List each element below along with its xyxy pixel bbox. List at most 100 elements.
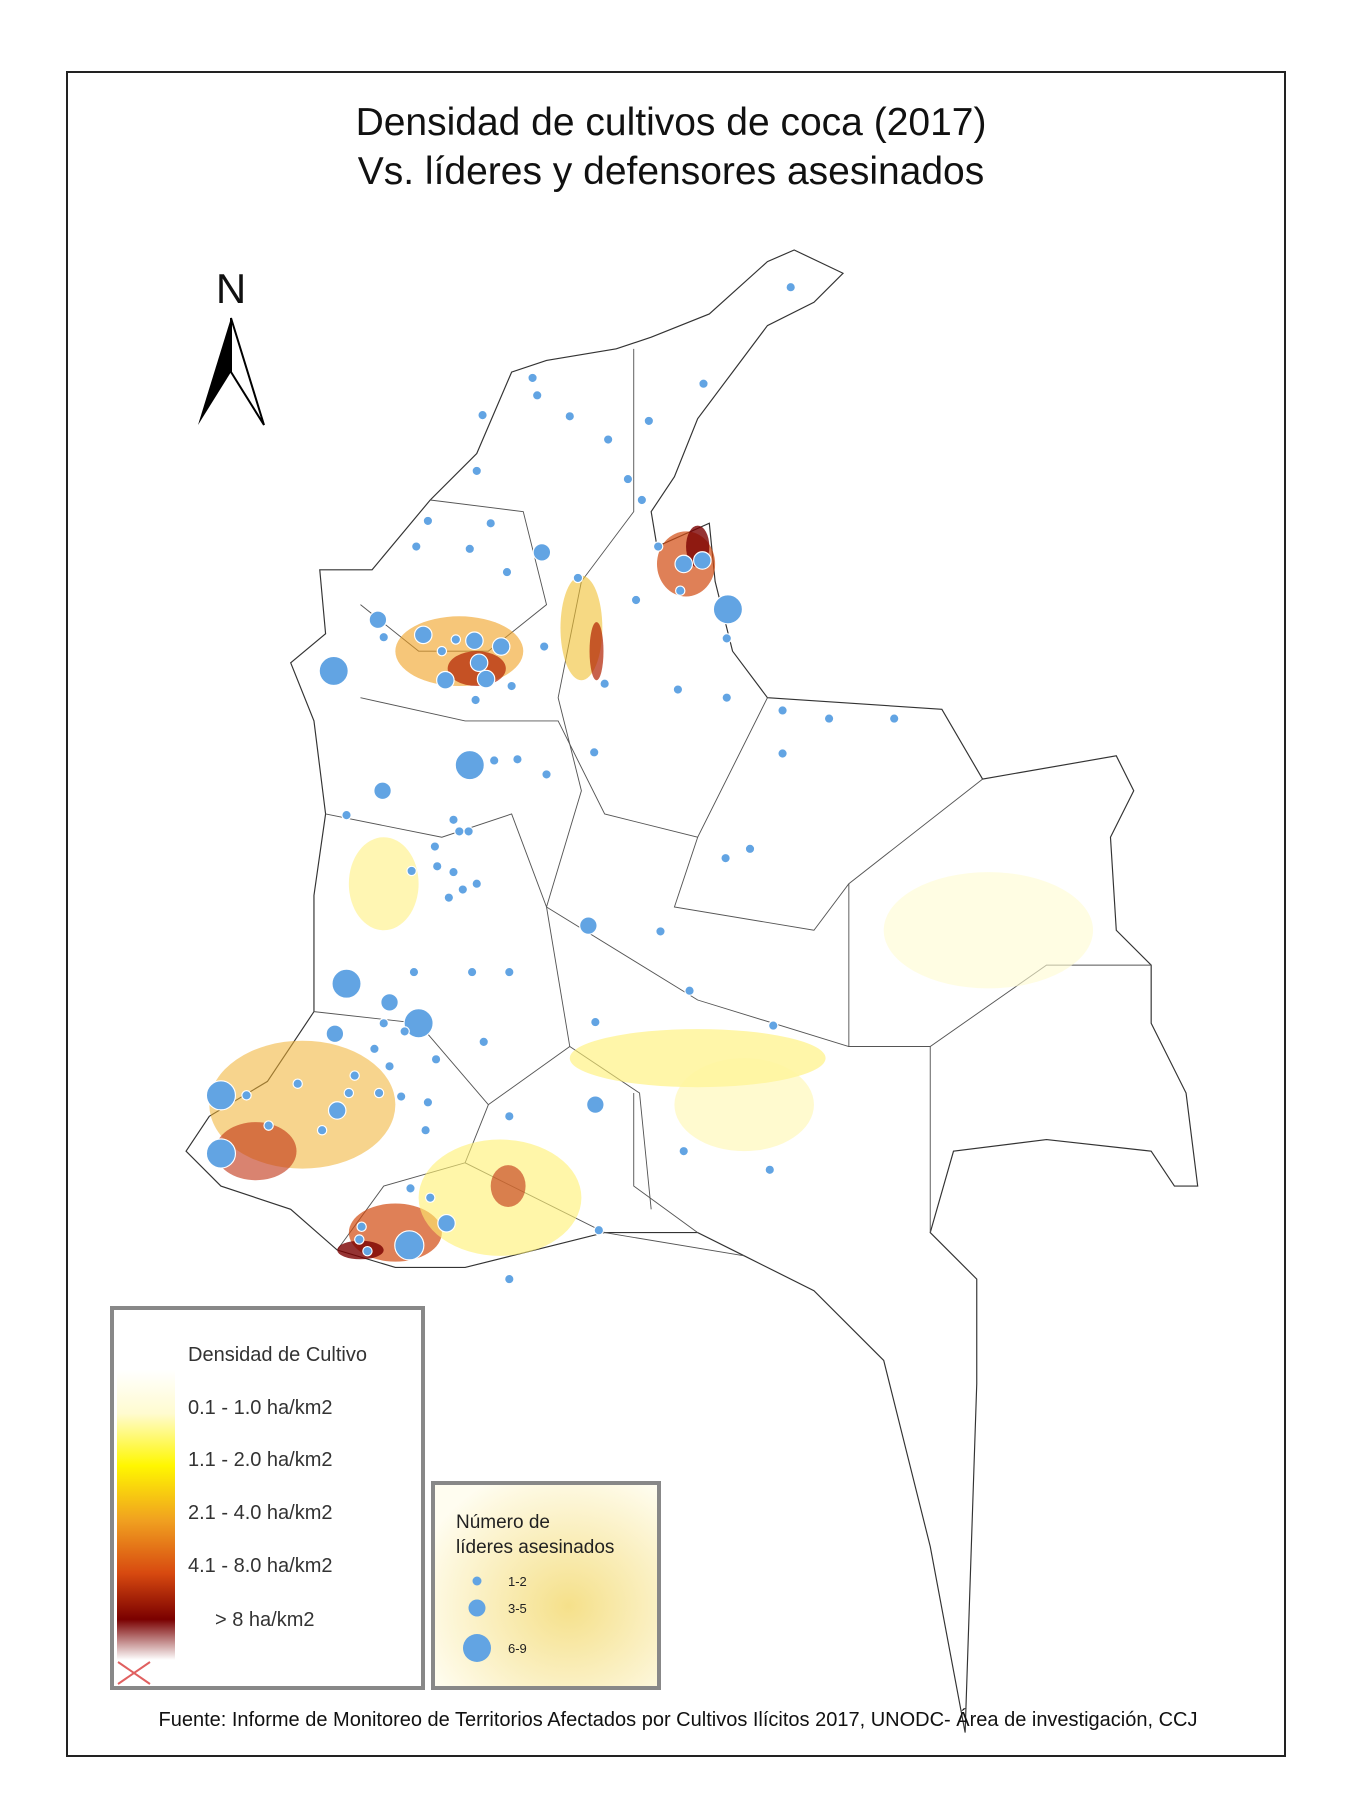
leader-point [674, 554, 694, 574]
leader-point [405, 1183, 416, 1194]
leader-point [378, 1018, 389, 1029]
leader-point [471, 465, 482, 477]
leader-point [572, 572, 584, 584]
leader-point [378, 631, 389, 643]
leader-point [394, 1230, 425, 1261]
leader-point [506, 680, 517, 692]
leader-point [504, 1111, 515, 1122]
leader-point [721, 692, 732, 703]
legend-label: 6-9 [508, 1641, 527, 1656]
leader-point [373, 781, 392, 801]
leader-point [504, 1273, 515, 1285]
leader-point [343, 1087, 355, 1099]
leader-point [764, 1164, 776, 1176]
leader-point [599, 678, 610, 689]
leader-point [538, 641, 550, 652]
leader-point [464, 543, 476, 555]
leader-point [454, 826, 465, 837]
leader-point [579, 916, 598, 935]
nodata-symbol [117, 1661, 151, 1685]
leader-point [630, 594, 642, 606]
density-legend: Densidad de Cultivo 0.1 - 1.0 ha/km2 1.1… [110, 1306, 425, 1690]
leader-point [684, 985, 695, 996]
density-gradient [117, 1370, 175, 1660]
legend-title: Número de [456, 1512, 550, 1533]
legend-symbol [472, 1576, 482, 1586]
leader-point [411, 541, 422, 552]
north-label: N [216, 265, 246, 312]
leader-point [263, 1120, 274, 1131]
leader-point [527, 372, 538, 384]
leader-point [205, 1080, 237, 1111]
leader-point [373, 1087, 385, 1099]
leader-point [406, 865, 417, 877]
leader-point [422, 515, 434, 527]
leader-point [512, 754, 523, 765]
legend-label: > 8 ha/km2 [215, 1609, 315, 1631]
leader-point [469, 653, 489, 673]
leader-point [429, 841, 441, 852]
leader-point [356, 1221, 367, 1232]
leader-point [476, 669, 496, 689]
leader-point [420, 1125, 431, 1136]
leader-point [636, 494, 648, 506]
leader-point [450, 634, 462, 645]
leader-point [643, 415, 655, 427]
leader-point [318, 655, 349, 687]
leader-point [777, 705, 788, 716]
leader-point [422, 1097, 434, 1108]
leader-point [316, 1125, 328, 1136]
leader-point [457, 884, 469, 895]
leader-point [823, 713, 835, 724]
leader-point [698, 378, 709, 389]
leader-point [588, 747, 600, 758]
leader-point [436, 670, 455, 690]
leader-point [436, 645, 448, 657]
title-line: Densidad de cultivos de coca (2017) [356, 101, 987, 144]
leader-point [454, 750, 485, 781]
leader-point [470, 694, 481, 706]
leader-point [541, 769, 552, 780]
leader-point [720, 852, 731, 864]
leader-point [501, 566, 513, 578]
leader-point [408, 966, 420, 978]
leader-point [403, 1008, 434, 1039]
leader-point [349, 1070, 360, 1081]
leader-point [241, 1090, 252, 1101]
leader-point [325, 1024, 345, 1044]
legend-label: 4.1 - 8.0 ha/km2 [188, 1555, 333, 1577]
leader-point [292, 1078, 303, 1089]
legend-label: 1-2 [508, 1574, 527, 1589]
legend-label: 1.1 - 2.0 ha/km2 [188, 1449, 333, 1471]
leader-point [341, 809, 352, 821]
leader-point [463, 826, 474, 837]
leader-point [622, 473, 634, 485]
leader-point [478, 1036, 489, 1048]
leader-point [564, 411, 576, 422]
legend-label: 0.1 - 1.0 ha/km2 [188, 1397, 333, 1419]
leader-point [448, 814, 459, 826]
leaders-legend: Número de líderes asesinados 1-2 3-5 6-9 [431, 1481, 661, 1690]
leader-point [785, 281, 796, 293]
leader-points [205, 281, 900, 1285]
leader-point [443, 892, 455, 903]
frame [66, 71, 1286, 1757]
leader-point [888, 713, 900, 724]
coca-density [209, 525, 1094, 1262]
leader-point [327, 1101, 347, 1120]
leader-point [488, 755, 500, 766]
leader-point [721, 633, 732, 644]
leader-point [602, 434, 614, 445]
leader-point [590, 1016, 601, 1028]
legend-label: 2.1 - 4.0 ha/km2 [188, 1502, 333, 1524]
leader-point [504, 966, 515, 978]
leader-point [448, 866, 459, 878]
leader-point [477, 409, 488, 421]
title-line: Vs. líderes y defensores asesinados [358, 150, 985, 193]
leader-point [205, 1138, 237, 1169]
leader-point [430, 1054, 442, 1065]
leader-point [531, 390, 543, 401]
leader-point [395, 1091, 407, 1102]
leader-point [380, 993, 399, 1012]
